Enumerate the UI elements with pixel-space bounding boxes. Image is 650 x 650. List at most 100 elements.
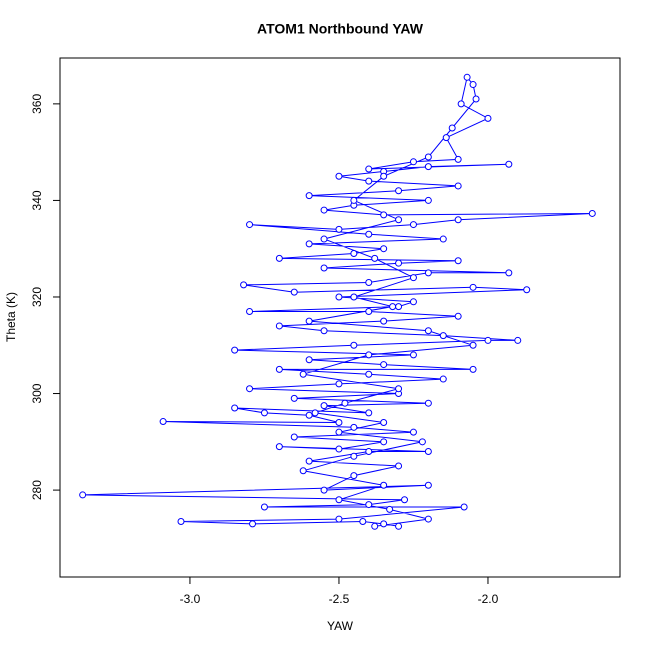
data-point	[371, 522, 379, 530]
data-point	[335, 445, 343, 453]
y-tick-label: 340	[30, 190, 44, 210]
data-point	[159, 418, 167, 426]
data-point	[409, 351, 417, 359]
data-point	[380, 361, 388, 369]
data-point	[350, 472, 358, 480]
data-point	[365, 447, 373, 455]
y-axis-label: Theta (K)	[4, 292, 18, 342]
data-point	[365, 307, 373, 315]
data-point	[409, 221, 417, 229]
data-point	[365, 351, 373, 359]
data-point	[395, 522, 403, 530]
data-point	[484, 336, 492, 344]
data-point	[305, 457, 313, 465]
data-point	[484, 114, 492, 122]
data-point	[350, 341, 358, 349]
data-point	[290, 288, 298, 296]
data-point	[457, 100, 465, 108]
data-point	[365, 230, 373, 238]
data-point	[424, 163, 432, 171]
data-point	[409, 298, 417, 306]
x-tick-label: -2.0	[478, 592, 499, 606]
data-point	[275, 322, 283, 330]
data-point	[246, 307, 254, 315]
data-point	[365, 409, 373, 417]
data-point	[305, 240, 313, 248]
data-point	[350, 293, 358, 301]
data-point	[371, 254, 379, 262]
data-point	[305, 317, 313, 325]
data-point	[246, 385, 254, 393]
data-point	[320, 327, 328, 335]
data-point	[424, 447, 432, 455]
data-point	[409, 158, 417, 166]
data-point	[469, 365, 477, 373]
data-point	[177, 517, 185, 525]
data-point	[299, 370, 307, 378]
data-point	[365, 278, 373, 286]
data-point	[523, 286, 531, 294]
data-point	[505, 269, 513, 277]
data-point	[335, 172, 343, 180]
data-point	[454, 155, 462, 163]
y-tick-label: 320	[30, 287, 44, 307]
data-point	[290, 394, 298, 402]
data-point	[409, 274, 417, 282]
y-tick-label: 300	[30, 383, 44, 403]
x-tick-label: -3.0	[180, 592, 201, 606]
data-point	[380, 481, 388, 489]
data-point	[380, 245, 388, 253]
data-point	[320, 402, 328, 410]
data-point	[290, 433, 298, 441]
data-point	[454, 257, 462, 265]
data-point	[246, 221, 254, 229]
data-point	[249, 520, 257, 528]
data-point	[454, 182, 462, 190]
data-point	[380, 211, 388, 219]
data-point	[395, 187, 403, 195]
data-point	[380, 520, 388, 528]
data-point	[335, 225, 343, 233]
data-point	[275, 443, 283, 451]
data-point	[299, 467, 307, 475]
data-point	[439, 375, 447, 383]
data-point	[350, 196, 358, 204]
data-point	[395, 259, 403, 267]
data-point	[389, 303, 397, 311]
data-point	[231, 346, 239, 354]
data-point	[341, 399, 349, 407]
data-point	[240, 281, 248, 289]
data-point	[418, 438, 426, 446]
data-point	[305, 411, 313, 419]
data-point	[409, 428, 417, 436]
x-axis-label: YAW	[327, 619, 354, 633]
data-point	[365, 165, 373, 173]
data-point	[320, 235, 328, 243]
data-point	[514, 336, 522, 344]
data-point	[469, 283, 477, 291]
data-point	[469, 81, 477, 89]
data-point	[335, 419, 343, 427]
data-point	[395, 303, 403, 311]
data-point	[275, 365, 283, 373]
data-point	[365, 370, 373, 378]
data-point	[380, 438, 388, 446]
y-tick-label: 360	[30, 94, 44, 114]
data-point	[260, 409, 268, 417]
data-point	[424, 153, 432, 161]
data-point	[320, 264, 328, 272]
x-tick-label: -2.5	[329, 592, 350, 606]
data-point	[350, 250, 358, 258]
data-point	[380, 419, 388, 427]
data-point	[79, 491, 87, 499]
data-point	[424, 399, 432, 407]
data-point	[395, 462, 403, 470]
data-point	[395, 385, 403, 393]
data-point	[472, 95, 480, 103]
data-point	[231, 404, 239, 412]
data-point	[335, 293, 343, 301]
data-point	[386, 505, 394, 513]
data-point	[454, 216, 462, 224]
data-point	[505, 160, 513, 168]
data-point	[260, 503, 268, 511]
